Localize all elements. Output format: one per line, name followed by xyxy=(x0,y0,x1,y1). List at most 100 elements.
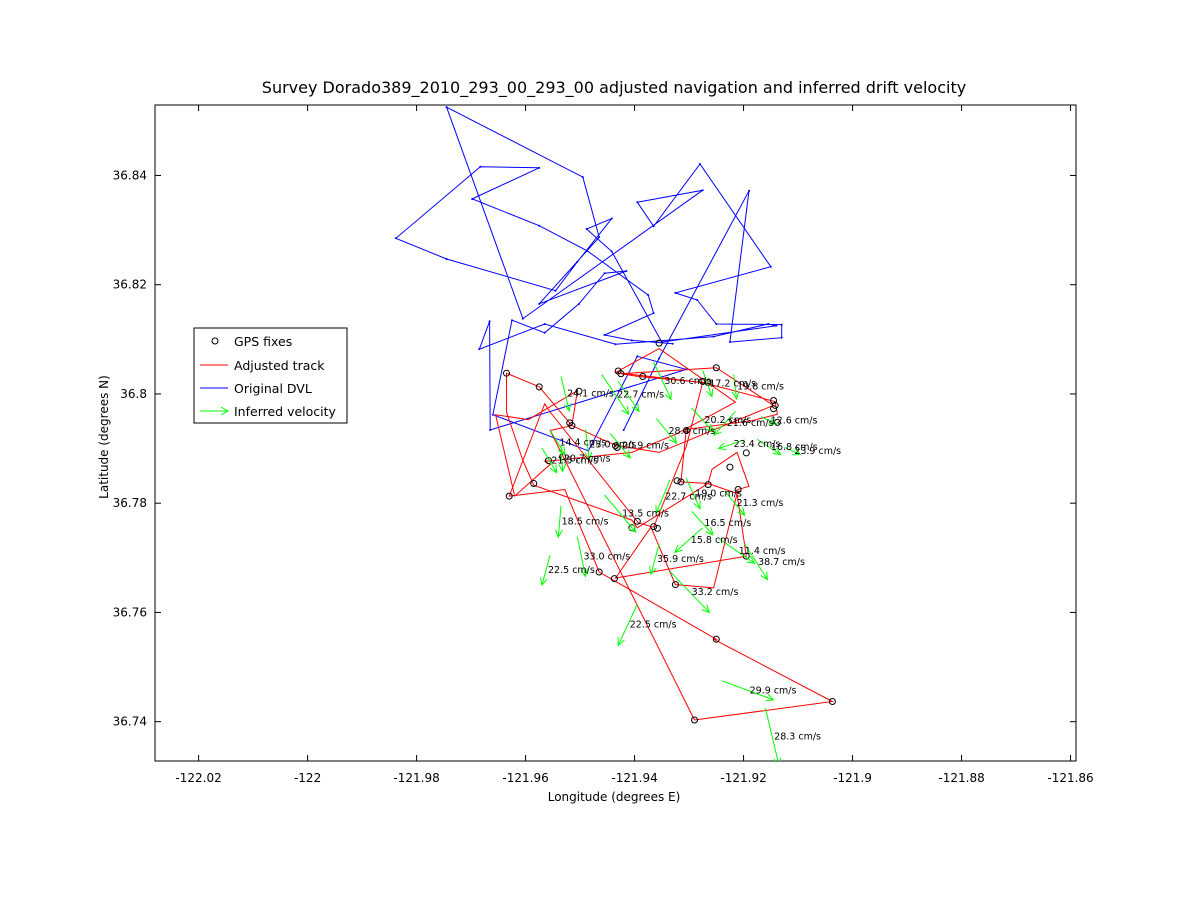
velocity-arrow xyxy=(560,376,572,412)
velocity-arrow xyxy=(764,707,782,761)
velocity-label: 33.0 cm/s xyxy=(583,552,630,563)
velocity-label: 20.7 cm/s xyxy=(564,454,611,465)
gps-fix xyxy=(566,419,574,427)
dvl-point xyxy=(577,302,580,305)
x-tick-label: -121.86 xyxy=(1047,771,1093,785)
dvl-point xyxy=(586,249,589,252)
gps-fix xyxy=(639,372,647,380)
dvl-point xyxy=(674,291,677,294)
dvl-point xyxy=(780,323,783,326)
axis-ticks xyxy=(155,105,1076,761)
velocity-label: 33.2 cm/s xyxy=(692,587,739,598)
dvl-point xyxy=(647,294,650,297)
dvl-point xyxy=(652,225,655,228)
x-tick-label: -121.96 xyxy=(502,771,548,785)
x-tick-label: -121.9 xyxy=(833,771,872,785)
inferred-velocity-series xyxy=(539,362,802,761)
gps-fix xyxy=(595,568,603,576)
y-tick-label: 36.8 xyxy=(120,387,147,401)
legend-dvl-label: Original DVL xyxy=(234,381,312,396)
gps-fix xyxy=(677,478,685,486)
velocity-label: 20.2 cm/s xyxy=(704,415,751,426)
dvl-point xyxy=(728,341,731,344)
dvl-point xyxy=(479,165,482,168)
velocity-arrow xyxy=(655,418,678,444)
velocity-label: 24.1 cm/s xyxy=(567,389,614,400)
gps-fix xyxy=(505,492,513,500)
velocity-arrow xyxy=(756,438,782,456)
dvl-point xyxy=(767,323,770,326)
velocity-label: 23.4 cm/s xyxy=(734,439,781,450)
dvl-point xyxy=(652,312,655,315)
dvl-point xyxy=(598,236,601,239)
velocity-arrow xyxy=(648,544,660,576)
gps-fix xyxy=(712,635,720,643)
velocity-label: 16.5 cm/s xyxy=(704,518,751,529)
legend-gps-marker xyxy=(211,337,219,345)
x-axis-label: Longitude (degrees E) xyxy=(548,790,681,804)
velocity-arrow xyxy=(760,416,778,425)
velocity-label: 16.8 cm/s xyxy=(771,442,818,453)
x-tick-label: -121.94 xyxy=(611,771,657,785)
dvl-point xyxy=(538,166,541,169)
legend-gps-label: GPS fixes xyxy=(234,334,292,349)
dvl-point xyxy=(625,270,628,273)
gps-fix xyxy=(671,581,679,589)
dvl-point xyxy=(610,217,613,220)
dvl-point xyxy=(603,272,606,275)
legend-adjusted-label: Adjusted track xyxy=(234,358,325,373)
velocity-label: 35.9 cm/s xyxy=(657,554,704,565)
dvl-point xyxy=(636,355,639,358)
velocity-arrow xyxy=(718,538,756,564)
gps-fix xyxy=(770,405,778,413)
y-tick-label: 36.84 xyxy=(113,168,147,182)
y-tick-labels: 36.74 36.76 36.78 36.8 36.82 36.84 xyxy=(113,168,147,728)
plot-area xyxy=(154,104,1077,762)
velocity-label: 18.5 cm/s xyxy=(562,516,609,527)
legend-box xyxy=(193,327,348,424)
legend-velocity-head xyxy=(220,406,230,416)
gps-fixes-series xyxy=(503,339,836,724)
velocity-arrow xyxy=(724,490,746,517)
dvl-point xyxy=(554,289,557,292)
dvl-track-line xyxy=(394,106,783,452)
x-tick-label: -122 xyxy=(294,771,321,785)
chart-title: Survey Dorado389_2010_293_00_293_00 adju… xyxy=(262,78,966,98)
gps-fix xyxy=(704,481,712,489)
dvl-point xyxy=(614,343,617,346)
velocity-arrow xyxy=(617,381,640,413)
dvl-point xyxy=(510,319,513,322)
velocity-arrow xyxy=(617,604,638,647)
velocity-arrow xyxy=(584,429,593,461)
gps-fix xyxy=(614,367,622,375)
gps-fix xyxy=(770,397,778,405)
x-tick-label: -121.88 xyxy=(938,771,984,785)
velocity-labels: 14.4 cm/s 21.5 cm/s20.7 cm/s 23.0 cm/s 24.1… xyxy=(548,376,841,743)
gps-fix xyxy=(742,552,750,560)
velocity-label: 21.3 cm/s xyxy=(737,498,784,509)
dvl-point xyxy=(471,197,474,200)
y-axis-label: Latitude (degrees N) xyxy=(97,375,111,499)
y-tick-label: 36.82 xyxy=(113,278,147,292)
velocity-label: 21.6 cm/s xyxy=(727,418,774,429)
dvl-point xyxy=(445,258,448,261)
velocity-arrow xyxy=(744,543,769,581)
velocity-label: 12.6 cm/s xyxy=(771,415,818,426)
velocity-arrow xyxy=(655,479,671,515)
dvl-point xyxy=(491,413,494,416)
x-tick-labels: -122.02 -122 -121.98 -121.96 -121.94 -121.92 -… xyxy=(175,771,1093,785)
velocity-arrow xyxy=(653,362,672,401)
dvl-point xyxy=(581,176,584,179)
dvl-point xyxy=(769,265,772,268)
x-tick-label: -122.02 xyxy=(175,771,221,785)
dvl-point xyxy=(538,224,541,227)
dvl-point xyxy=(748,189,751,192)
gps-fix xyxy=(530,480,538,488)
y-tick-label: 36.74 xyxy=(113,715,147,729)
dvl-point xyxy=(698,162,701,165)
velocity-arrow xyxy=(601,374,630,416)
velocity-label: 22.7 cm/s xyxy=(665,491,712,502)
dvl-point xyxy=(775,324,778,327)
dvl-point xyxy=(521,317,524,320)
